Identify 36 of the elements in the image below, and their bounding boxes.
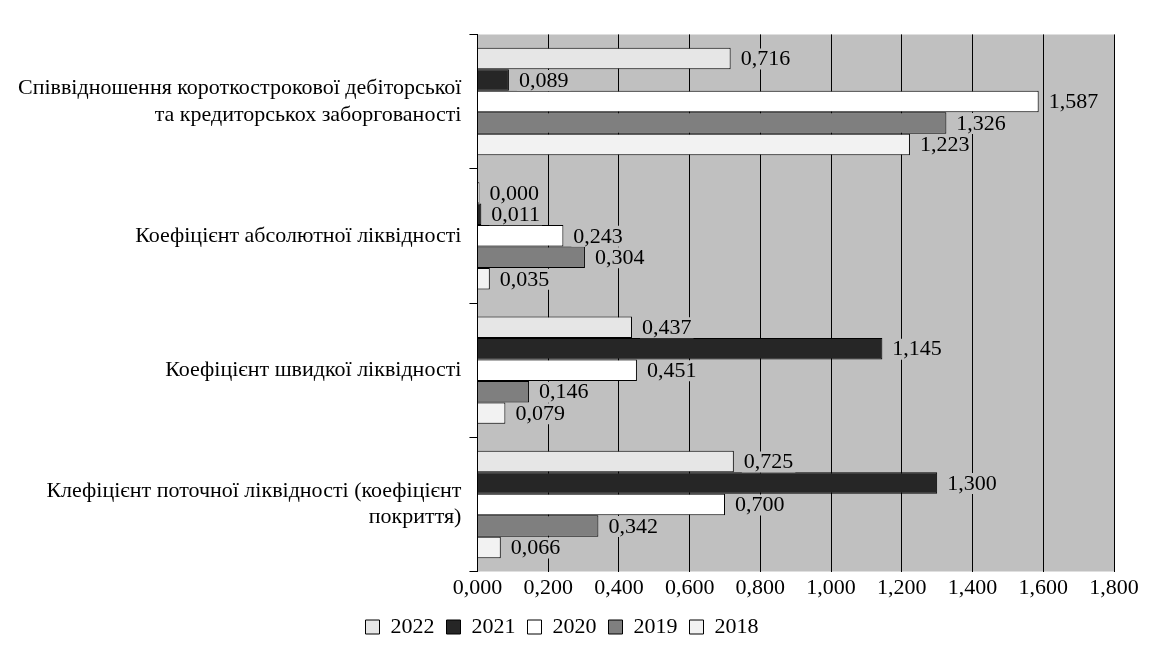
legend-label: 2018: [714, 612, 759, 638]
legend-label: 2022: [390, 612, 435, 638]
data-label: 0,243: [573, 222, 623, 248]
x-tick-label: 1,600: [1018, 573, 1069, 599]
data-label: 1,145: [892, 335, 942, 361]
data-label: 0,451: [646, 356, 697, 382]
data-label: 0,000: [489, 179, 539, 205]
x-tick-label: 1,000: [806, 573, 856, 599]
data-label: 0,437: [641, 313, 692, 339]
legend-label: 2020: [552, 612, 597, 638]
x-tick-label: 0,200: [523, 573, 573, 599]
data-label: 0,089: [518, 66, 569, 92]
data-label: 0,700: [734, 491, 785, 517]
y-tick-label: Співвідношення короткострокової дебіторської та кредиторськох заборгованості: [18, 74, 463, 126]
data-label: 1,587: [1048, 88, 1099, 114]
data-label: 0,304: [594, 244, 645, 270]
data-label: 1,326: [956, 109, 1006, 135]
x-tick-label: 1,800: [1089, 573, 1139, 599]
x-tick-label: 0,400: [594, 573, 644, 599]
legend-label: 2021: [471, 612, 516, 638]
legend-label: 2019: [633, 612, 678, 638]
data-label: 1,300: [947, 469, 997, 495]
data-label: 0,342: [608, 512, 658, 538]
x-tick-label: 1,400: [947, 573, 998, 599]
data-label: 0,066: [510, 534, 561, 560]
y-tick-label: Клефіцієнт поточної ліквідності (коефіцієнт покриття): [46, 477, 462, 529]
x-tick-label: 0,800: [735, 573, 786, 599]
y-tick-label: Коефіцієнт швидкої ліквідності: [165, 355, 462, 381]
x-tick-label: 0,000: [452, 573, 503, 599]
data-label: 0,725: [743, 448, 794, 474]
data-label: 0,146: [539, 378, 589, 404]
x-tick-label: 0,600: [664, 573, 715, 599]
x-tick-label: 1,200: [877, 573, 927, 599]
y-tick-label: Коефіцієнт абсолютної ліквідності: [135, 221, 462, 247]
data-label: 0,035: [499, 265, 550, 291]
data-label: 0,716: [740, 45, 791, 71]
